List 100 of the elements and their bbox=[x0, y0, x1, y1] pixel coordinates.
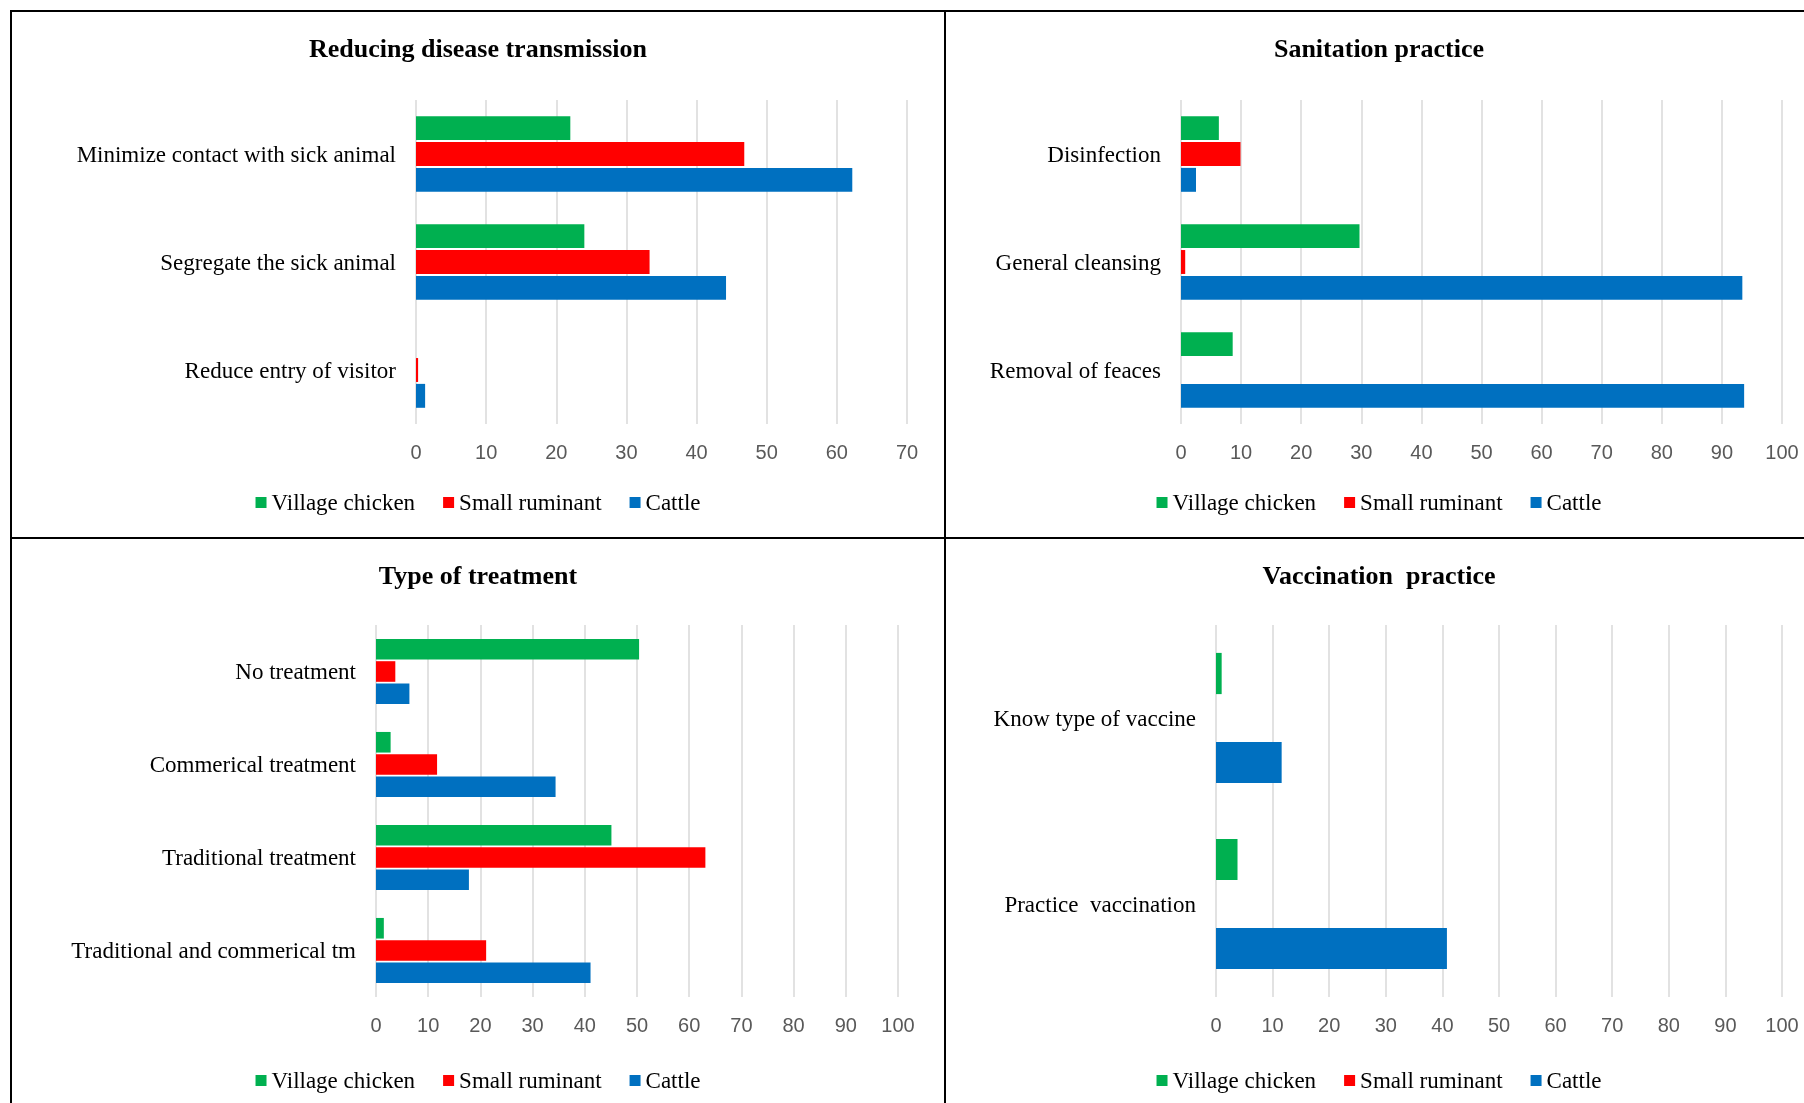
bar bbox=[1181, 275, 1743, 300]
bar bbox=[1181, 383, 1745, 408]
x-tick-label: 60 bbox=[1544, 1014, 1567, 1036]
y-tick-label: Commerical treatment bbox=[149, 752, 357, 777]
y-tick-label: General cleansing bbox=[995, 249, 1162, 275]
x-tick-label: 20 bbox=[1290, 441, 1313, 463]
x-tick-label: 0 bbox=[1175, 441, 1187, 463]
chart-title: Type of treatment bbox=[378, 560, 578, 590]
legend-label: Cattle bbox=[645, 1068, 701, 1093]
bar bbox=[1216, 838, 1238, 881]
y-tick-label: Practice vaccination bbox=[1004, 891, 1197, 917]
bar bbox=[376, 661, 396, 682]
y-tick-label: Traditional treatment bbox=[162, 845, 357, 870]
bar bbox=[416, 142, 745, 166]
legend-label: Small ruminant bbox=[1360, 490, 1504, 515]
bar bbox=[1181, 250, 1186, 274]
bar bbox=[416, 116, 571, 141]
x-tick-label: 10 bbox=[1261, 1014, 1284, 1036]
x-tick-label: 100 bbox=[1765, 441, 1799, 463]
x-tick-label: 70 bbox=[730, 1014, 753, 1036]
legend-label: Village chicken bbox=[1172, 490, 1317, 515]
chart-title: Sanitation practice bbox=[1273, 33, 1485, 63]
x-tick-label: 30 bbox=[1350, 441, 1373, 463]
x-tick-label: 60 bbox=[1530, 441, 1553, 463]
legend-label: Small ruminant bbox=[459, 1068, 603, 1093]
x-tick-label: 20 bbox=[1318, 1014, 1341, 1036]
x-tick-label: 40 bbox=[685, 441, 708, 463]
legend-label: Cattle bbox=[645, 490, 701, 515]
x-tick-label: 50 bbox=[625, 1014, 649, 1036]
bar bbox=[376, 869, 469, 891]
x-tick-label: 10 bbox=[475, 441, 498, 463]
bar bbox=[416, 358, 419, 382]
x-tick-label: 60 bbox=[678, 1014, 701, 1036]
bar bbox=[376, 776, 556, 798]
x-tick-label: 50 bbox=[1487, 1014, 1511, 1036]
x-tick-label: 0 bbox=[1210, 1014, 1222, 1036]
x-tick-label: 70 bbox=[1601, 1014, 1624, 1036]
legend-label: Cattle bbox=[1546, 1068, 1602, 1093]
bar bbox=[376, 962, 591, 984]
legend-label: Small ruminant bbox=[459, 490, 603, 515]
bar bbox=[376, 638, 640, 660]
x-tick-label: 90 bbox=[834, 1014, 857, 1036]
bar bbox=[376, 731, 391, 753]
chart-title: Reducing disease transmission bbox=[308, 33, 648, 63]
bar bbox=[416, 383, 426, 408]
x-tick-label: 50 bbox=[755, 441, 778, 463]
legend-label: Cattle bbox=[1546, 490, 1602, 515]
legend-label: Village chicken bbox=[271, 1068, 416, 1093]
x-tick-label: 10 bbox=[1229, 441, 1253, 463]
bar bbox=[376, 754, 438, 775]
bar bbox=[1181, 142, 1241, 166]
bar bbox=[1216, 741, 1282, 784]
bar bbox=[1181, 224, 1360, 249]
x-tick-label: 10 bbox=[417, 1014, 440, 1036]
legend-label: Small ruminant bbox=[1360, 1068, 1504, 1093]
legend-label: Village chicken bbox=[1172, 1068, 1317, 1093]
x-tick-label: 80 bbox=[1650, 441, 1673, 463]
y-tick-label: Segregate the sick animal bbox=[160, 249, 396, 275]
x-tick-label: 50 bbox=[1470, 441, 1493, 463]
bar bbox=[376, 683, 410, 705]
bar bbox=[376, 824, 612, 846]
x-tick-label: 100 bbox=[1765, 1014, 1799, 1036]
bar bbox=[416, 167, 853, 192]
x-tick-label: 60 bbox=[825, 441, 848, 463]
bar bbox=[416, 275, 727, 300]
x-tick-label: 30 bbox=[521, 1014, 544, 1036]
bar bbox=[1181, 116, 1219, 141]
bar bbox=[1216, 652, 1222, 695]
bar bbox=[1216, 927, 1447, 970]
bar bbox=[376, 847, 706, 868]
x-tick-label: 20 bbox=[545, 441, 568, 463]
y-tick-label: No treatment bbox=[235, 659, 357, 684]
x-tick-label: 40 bbox=[1410, 441, 1433, 463]
y-tick-label: Minimize contact with sick animal bbox=[76, 141, 396, 167]
x-tick-label: 100 bbox=[881, 1014, 915, 1036]
y-tick-label: Disinfection bbox=[1047, 141, 1162, 167]
y-tick-label: Traditional and commerical tm bbox=[71, 938, 357, 963]
legend-label: Village chicken bbox=[271, 490, 416, 515]
x-tick-label: 30 bbox=[615, 441, 638, 463]
bar bbox=[376, 940, 487, 961]
bar bbox=[1181, 167, 1197, 192]
x-tick-label: 30 bbox=[1374, 1014, 1397, 1036]
x-tick-label: 0 bbox=[410, 441, 422, 463]
x-tick-label: 70 bbox=[895, 441, 919, 463]
x-tick-label: 0 bbox=[370, 1014, 382, 1036]
x-tick-label: 80 bbox=[782, 1014, 805, 1036]
x-tick-label: 80 bbox=[1657, 1014, 1680, 1036]
x-tick-label: 90 bbox=[1710, 441, 1734, 463]
bar bbox=[1181, 332, 1233, 357]
x-tick-label: 40 bbox=[573, 1014, 596, 1036]
bar bbox=[416, 224, 585, 249]
chart-title: Vaccination practice bbox=[1262, 560, 1496, 590]
x-tick-label: 70 bbox=[1590, 441, 1613, 463]
y-tick-label: Removal of feaces bbox=[989, 357, 1162, 383]
bar bbox=[376, 917, 384, 939]
x-tick-label: 40 bbox=[1431, 1014, 1454, 1036]
x-tick-label: 90 bbox=[1714, 1014, 1737, 1036]
y-tick-label: Reduce entry of visitor bbox=[184, 357, 397, 383]
y-tick-label: Know type of vaccine bbox=[993, 705, 1196, 731]
bar bbox=[416, 250, 650, 274]
